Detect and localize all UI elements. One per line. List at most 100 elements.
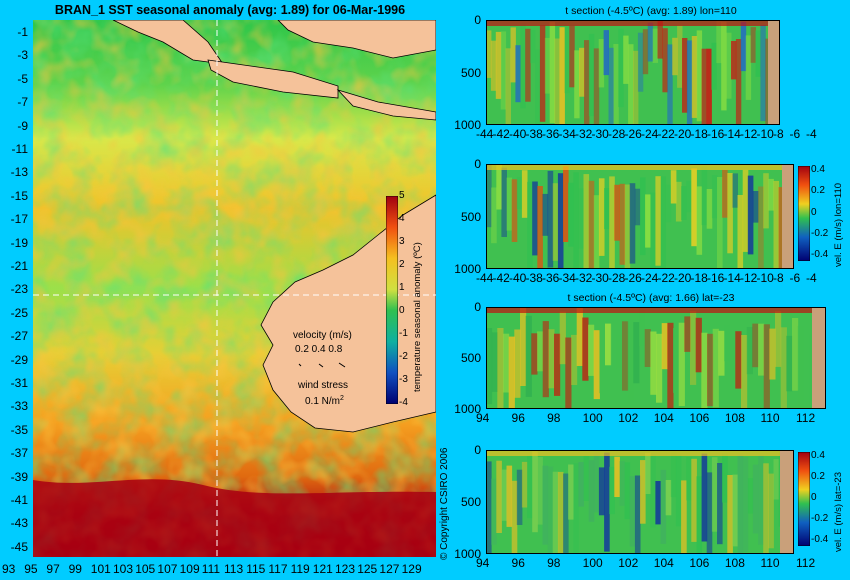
map-y-tick: -31 <box>10 376 28 390</box>
section-x-tick: -14 <box>723 127 741 141</box>
section-cell <box>665 184 672 223</box>
section-border <box>486 164 794 269</box>
section-cell <box>520 23 526 109</box>
section-cell <box>696 476 703 554</box>
map-colorbar-label: temperature seasonal anomaly (ºC) <box>412 242 423 392</box>
section-cell <box>737 195 744 269</box>
section-x-tick: -44 <box>476 127 494 141</box>
velocity-colorbar-tick: 0.4 <box>811 450 825 461</box>
section-x-tick: -22 <box>657 127 675 141</box>
section-cell <box>672 37 678 76</box>
section-cell <box>552 471 559 554</box>
section-x-tick: -20 <box>674 271 692 285</box>
section-y-tick: 1000 <box>454 262 481 276</box>
section-cell <box>557 471 564 554</box>
section-cell <box>640 177 646 256</box>
section-cell <box>505 48 511 125</box>
section-cell <box>599 320 606 394</box>
section-cell <box>521 461 528 508</box>
section-cell <box>516 176 523 209</box>
section-panel-title: t section (-4.5ºC) (avg: 1.66) lat=-23 <box>567 292 735 304</box>
map-y-tick: -41 <box>10 493 28 507</box>
section-cell <box>584 40 590 125</box>
velocity-colorbar <box>798 452 810 546</box>
section-x-tick: -12 <box>740 127 758 141</box>
section-cell <box>532 181 538 256</box>
map-y-tick: -17 <box>10 212 28 227</box>
section-cell <box>701 48 707 125</box>
section-cell <box>547 466 554 554</box>
map-x-axis: 93 95 97 99 101 103 105 107 109 111 113 115 117 119 12… <box>0 562 445 578</box>
section-cell <box>490 40 497 91</box>
section-x-tick: 102 <box>618 411 639 425</box>
map-y-tick: -23 <box>10 282 28 297</box>
section-cell <box>568 464 574 520</box>
section-x-tick: 108 <box>724 556 745 570</box>
section-cell <box>642 29 649 75</box>
section-cell <box>593 452 600 513</box>
section-cell <box>537 331 544 372</box>
wind-stress-value: 0.1 N/m2 <box>305 395 344 407</box>
section-x-tick: 104 <box>653 556 674 570</box>
section-x-tick: -44 <box>476 271 494 285</box>
map-y-tick: -7 <box>17 95 28 110</box>
section-cell <box>515 45 521 103</box>
section-cell <box>542 193 549 236</box>
section-x-tick: 94 <box>476 556 490 570</box>
section-cell <box>628 44 634 125</box>
section-x-tick: -18 <box>690 271 708 285</box>
surface-layer <box>486 20 780 26</box>
section-cell <box>604 188 610 230</box>
section-x-tick: 106 <box>689 556 710 570</box>
section-x-tick: -6 <box>789 127 801 141</box>
section-cell <box>610 307 617 369</box>
section-cell <box>491 478 497 545</box>
velocity-colorbar-tick: -0.2 <box>811 513 829 524</box>
section-cell <box>486 164 492 228</box>
section-cell <box>564 25 570 94</box>
velocity-colorbar-fill <box>798 166 810 261</box>
section-x-tick: -4 <box>806 271 817 285</box>
section-cell <box>542 465 549 545</box>
map-y-tick: -35 <box>10 422 28 437</box>
map-colorbar-tick: -2 <box>399 351 408 362</box>
section-cell <box>549 22 556 124</box>
section-cell <box>644 329 651 367</box>
map-colorbar-tick: -1 <box>399 328 408 339</box>
section-cell <box>701 165 708 226</box>
section-cell <box>593 330 600 400</box>
surface-layer <box>486 164 794 170</box>
section-cell <box>511 179 518 242</box>
section-cell <box>717 177 723 269</box>
section-border <box>486 450 794 554</box>
section-border <box>486 307 826 409</box>
section-cell <box>667 322 674 409</box>
section-heatmap <box>486 164 794 269</box>
section-cell <box>506 465 513 527</box>
section-land <box>812 307 826 409</box>
section-cell <box>741 335 748 409</box>
section-x-tick: -40 <box>509 271 527 285</box>
section-cell <box>588 180 595 269</box>
section-cell <box>706 189 713 229</box>
section-cell <box>675 181 682 222</box>
section-x-tick: -38 <box>525 127 543 141</box>
section-cell <box>639 307 646 347</box>
section-cell <box>652 28 658 63</box>
section-cell <box>717 463 723 545</box>
section-cell <box>618 28 624 108</box>
section-cell <box>681 186 687 220</box>
map-y-tick: -5 <box>17 71 28 86</box>
section-cell <box>491 187 497 244</box>
map-colorbar-tick: 0 <box>399 305 405 316</box>
section-x-tick: -28 <box>608 271 626 285</box>
section-cell <box>537 457 543 525</box>
section-cell <box>742 457 749 553</box>
section-cell <box>557 173 564 269</box>
section-x-tick: 112 <box>796 556 816 570</box>
land-sumatra <box>112 20 224 65</box>
section-cell <box>750 27 756 63</box>
section-cell <box>542 321 549 398</box>
section-cell <box>604 452 610 552</box>
section-cell <box>650 331 657 395</box>
